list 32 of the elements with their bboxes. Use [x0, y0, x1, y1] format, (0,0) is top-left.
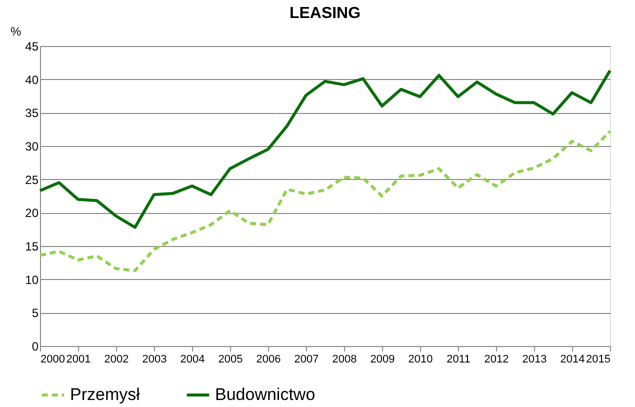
y-tick-label: 20	[25, 206, 39, 220]
x-tick-label: 2008	[332, 354, 357, 366]
line-series	[38, 69, 612, 229]
y-axis-title: %	[10, 24, 22, 38]
y-tick-label: 0	[32, 340, 39, 354]
x-tick-label: 2009	[370, 354, 395, 366]
y-tick-label: 5	[32, 306, 39, 320]
x-tick-label: 2005	[218, 354, 243, 366]
x-tick-label: 2013	[522, 354, 547, 366]
x-tick-label: 2003	[142, 354, 167, 366]
y-tick-label: 40	[25, 72, 39, 87]
y-tick-label: 15	[25, 240, 39, 254]
line-series	[38, 130, 612, 272]
x-tick-label: 2010	[408, 354, 433, 366]
y-tick-label: 10	[25, 272, 39, 287]
x-tick-label: 2004	[180, 354, 205, 366]
x-tick-label: 2012	[484, 354, 509, 366]
x-tick-label: 2014	[560, 354, 585, 366]
x-tick-label: 2001	[66, 354, 91, 366]
x-tick-label: 2011	[446, 354, 470, 366]
y-tick-label: 45	[25, 40, 39, 54]
x-tick-label: 2002	[104, 354, 129, 366]
x-tick-label: 2015	[586, 354, 610, 366]
y-tick-label: 30	[25, 140, 39, 154]
x-tick-label: 2006	[256, 354, 281, 366]
x-tick-label: 2000	[40, 354, 65, 366]
legend-label: Budownictwo	[215, 385, 316, 404]
legend-label: Przemysł	[70, 385, 140, 404]
chart-title: LEASING	[289, 5, 361, 22]
y-tick-label: 25	[25, 172, 39, 187]
y-tick-label: 35	[25, 106, 39, 120]
x-tick-label: 2007	[294, 354, 319, 366]
